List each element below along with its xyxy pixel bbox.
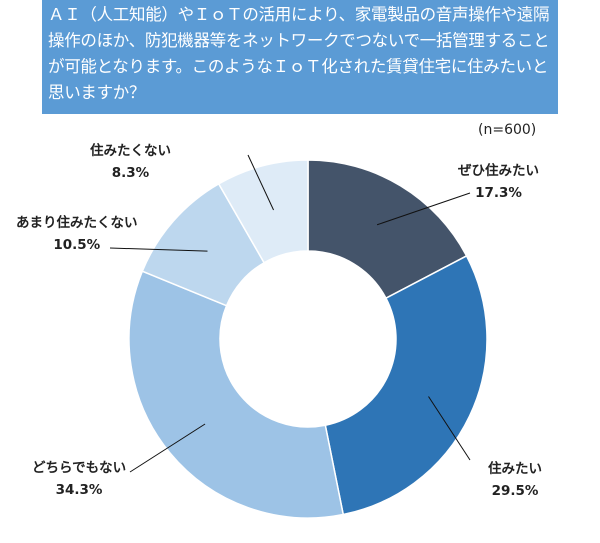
leader-line [109, 247, 208, 252]
slice-neutral [128, 270, 345, 519]
slice-want [324, 254, 488, 516]
label-rather-not: あまり住みたくない 10.5% [16, 215, 138, 253]
slice-definitely-want [307, 159, 468, 300]
leader-line [129, 423, 206, 473]
sample-size: (n=600) [478, 122, 537, 138]
label-neutral: どちらでもない 34.3% [32, 460, 127, 498]
slice-do-not-want [217, 159, 309, 264]
leader-line [376, 192, 471, 226]
label-do-not-want: 住みたくない 8.3% [90, 143, 171, 181]
question-header: ＡＩ（人工知能）やＩｏＴの活用により、家電製品の音声操作や遠隔操作のほか、防犯機… [42, 0, 558, 114]
label-want: 住みたい 29.5% [488, 461, 542, 499]
label-definitely-want: ぜひ住みたい 17.3% [458, 163, 539, 201]
leader-line [247, 154, 275, 211]
leader-line [428, 396, 471, 461]
